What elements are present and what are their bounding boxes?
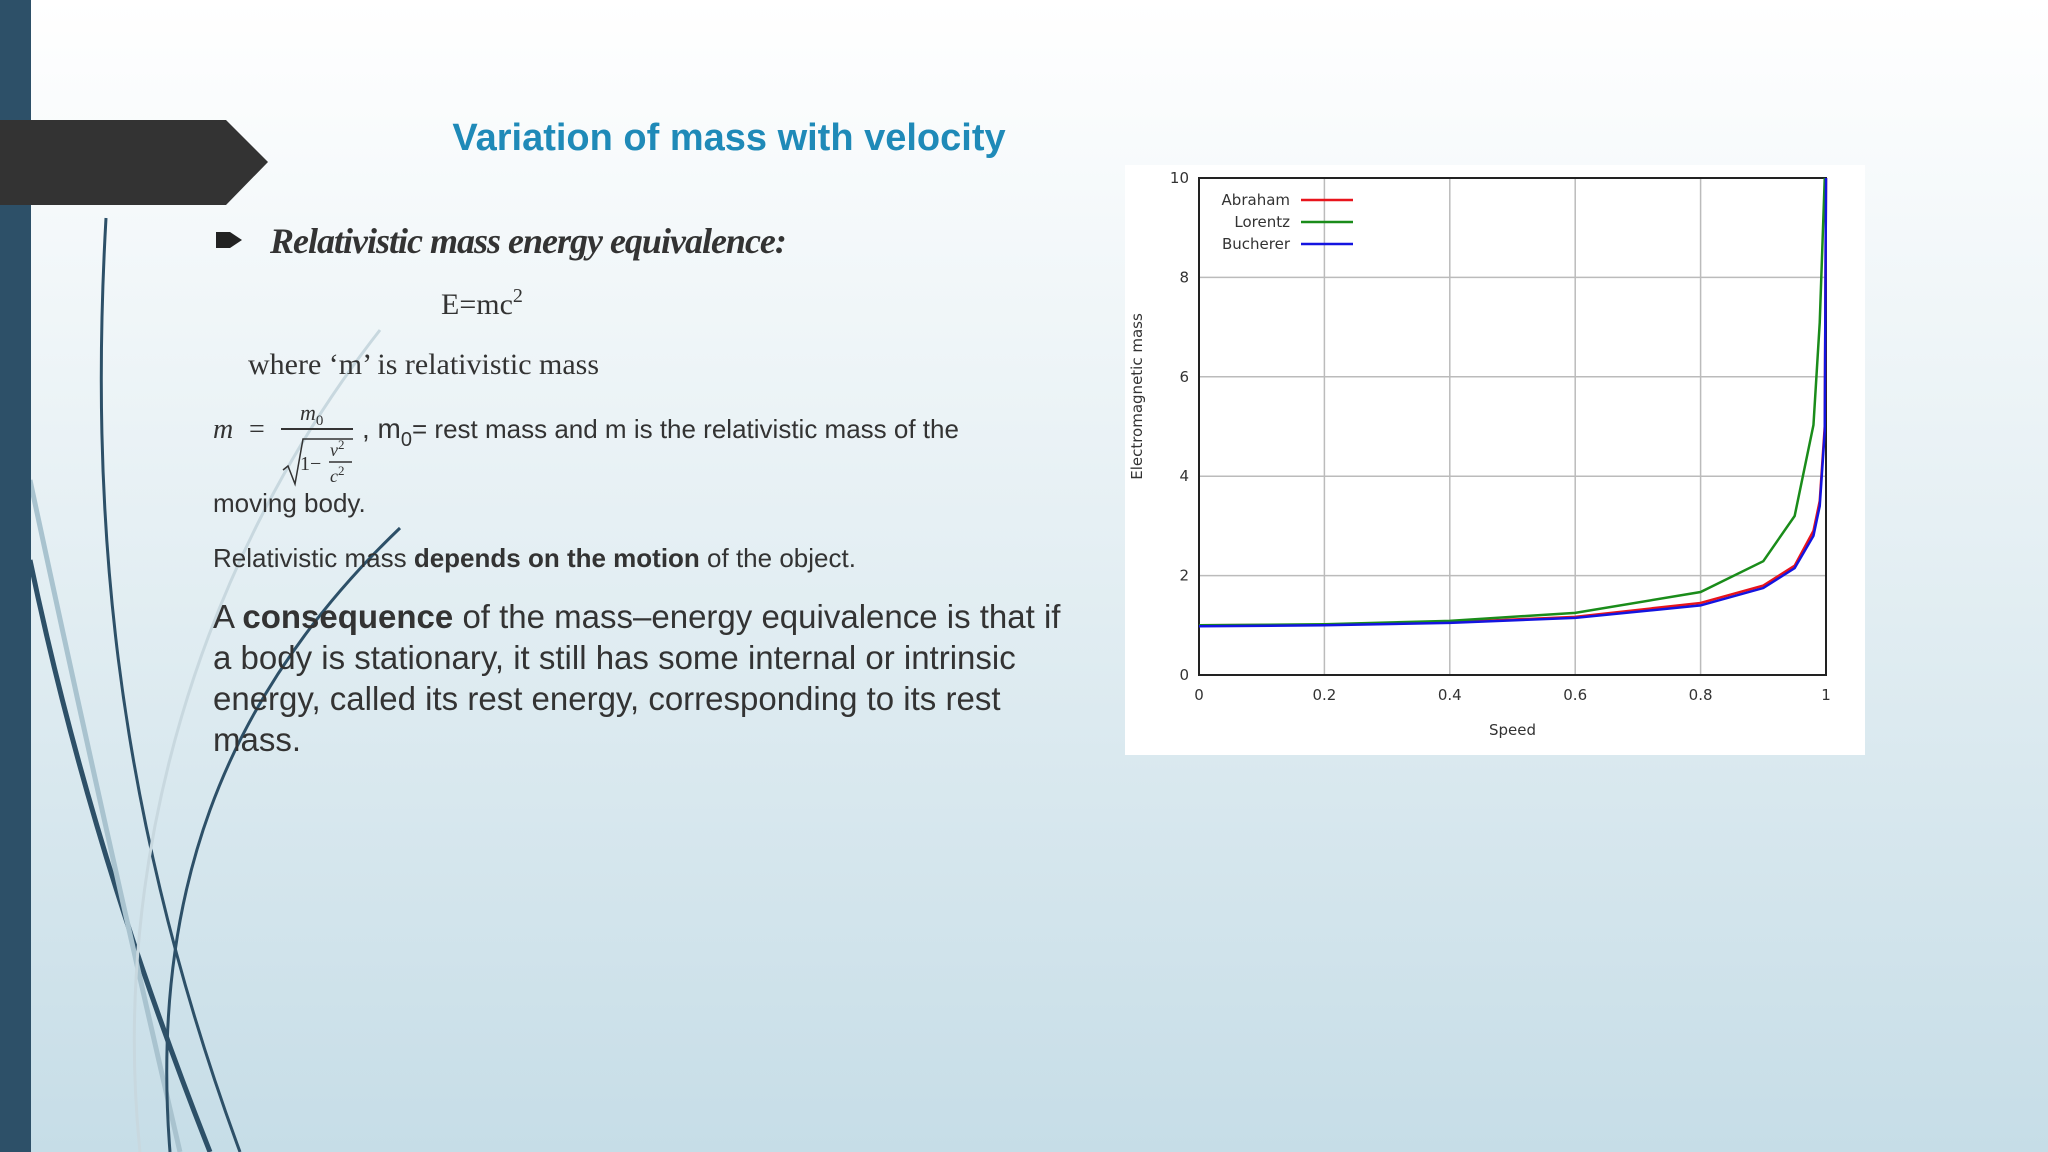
equation-exponent: 2 (513, 285, 523, 307)
num-base: m (300, 400, 316, 425)
paragraph-line: a body is stationary, it still has some … (213, 639, 1016, 676)
motion-text: Relativistic mass depends on the motion … (213, 543, 856, 573)
bullet-text: Relativistic mass energy equivalence: (269, 221, 786, 261)
bullet-icon (216, 232, 242, 248)
paragraph-lead: A (213, 598, 242, 635)
x-tick-label: 0.2 (1312, 686, 1336, 704)
motion-rest: of the object. (700, 543, 856, 573)
paragraph-line: A consequence of the mass–energy equival… (213, 598, 1061, 635)
v-exp: 2 (338, 437, 345, 452)
x-tick-label: 0.8 (1689, 686, 1713, 704)
paragraph-line: mass. (213, 721, 301, 758)
chart-background (1125, 165, 1865, 755)
equation-base: E=mc (441, 288, 513, 321)
legend-label: Lorentz (1234, 213, 1290, 231)
series-line (1198, 177, 1828, 628)
definition-sub: 0 (401, 429, 412, 451)
definition-lead: , m (362, 413, 401, 444)
y-tick-label: 2 (1179, 567, 1189, 585)
x-tick-label: 0.6 (1563, 686, 1587, 704)
one-minus: 1− (300, 453, 321, 475)
slide-title: Variation of mass with velocity (452, 117, 1005, 159)
chart: 0 0.2 0.4 0.6 0.8 10246810SpeedElectromagneti… (1128, 169, 1831, 739)
series-line (1198, 177, 1826, 627)
x-tick-label: 0 (1194, 686, 1204, 704)
motion-lead: Relativistic mass (213, 543, 414, 573)
x-tick-label: 0.4 (1438, 686, 1462, 704)
formula-numerator: m0 (300, 400, 323, 429)
c-exp: 2 (338, 463, 345, 478)
x-tick-label: 1 (1821, 686, 1831, 704)
y-tick-label: 0 (1179, 666, 1189, 684)
x-axis-label: Speed (1489, 721, 1536, 739)
sqrt-sign (282, 438, 353, 487)
definition: , m0= rest mass and m is the relativisti… (362, 413, 959, 451)
y-tick-label: 10 (1170, 169, 1189, 187)
num-sub: 0 (316, 413, 324, 429)
decor-curves (27, 217, 402, 1152)
title-arrow (0, 120, 268, 205)
paragraph-text: of the mass–energy equivalence is that i… (453, 598, 1061, 635)
y-tick-label: 8 (1179, 268, 1189, 286)
equation: E=mc2 (441, 285, 523, 321)
paragraph-line: energy, called its rest energy, correspo… (213, 680, 1001, 717)
where-text: where ‘m’ is relativistic mass (248, 348, 599, 381)
motion-bold: depends on the motion (414, 543, 700, 573)
c-sq: c2 (330, 463, 345, 486)
v-sq: v2 (330, 437, 345, 460)
paragraph-bold: consequence (242, 598, 453, 635)
y-tick-label: 6 (1179, 368, 1189, 386)
formula-lhs: m (213, 414, 233, 445)
formula-equals: = (249, 414, 265, 445)
definition-rest: = rest mass and m is the relativistic ma… (412, 414, 959, 444)
y-axis-label: Electromagnetic mass (1128, 313, 1146, 480)
y-tick-label: 4 (1179, 467, 1189, 485)
formula: m = m0 1− v2 c2 (213, 400, 353, 487)
definition-line2: moving body. (213, 488, 366, 518)
legend-label: Bucherer (1222, 235, 1291, 253)
c: c (330, 466, 338, 486)
v: v (330, 440, 338, 460)
legend-label: Abraham (1222, 191, 1290, 209)
